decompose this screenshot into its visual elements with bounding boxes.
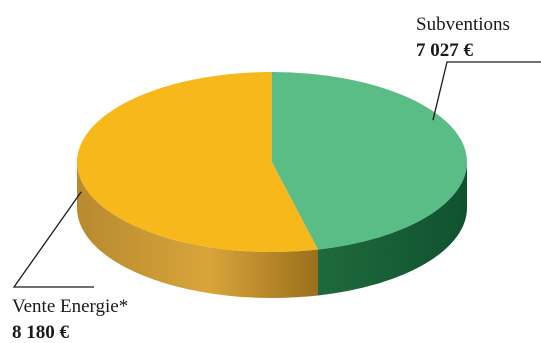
- leader-line-vente-energie: [12, 191, 94, 288]
- slice-vente-energie: [77, 72, 319, 252]
- leader-line-subventions: [432, 61, 541, 121]
- labels-layer: Subventions 7 027 € Vente Energie* 8 180…: [12, 14, 541, 343]
- slice-value-subventions: 7 027 €: [416, 40, 474, 61]
- slice-subventions: [272, 72, 468, 250]
- slice-side-vente-energie: [77, 162, 319, 299]
- slice-side-subventions: [318, 162, 468, 296]
- slice-value-vente-energie: 8 180 €: [12, 322, 70, 343]
- slice-label-vente-energie: Vente Energie*: [12, 296, 128, 317]
- slices-layer: [77, 72, 468, 299]
- slice-label-subventions: Subventions: [416, 14, 510, 35]
